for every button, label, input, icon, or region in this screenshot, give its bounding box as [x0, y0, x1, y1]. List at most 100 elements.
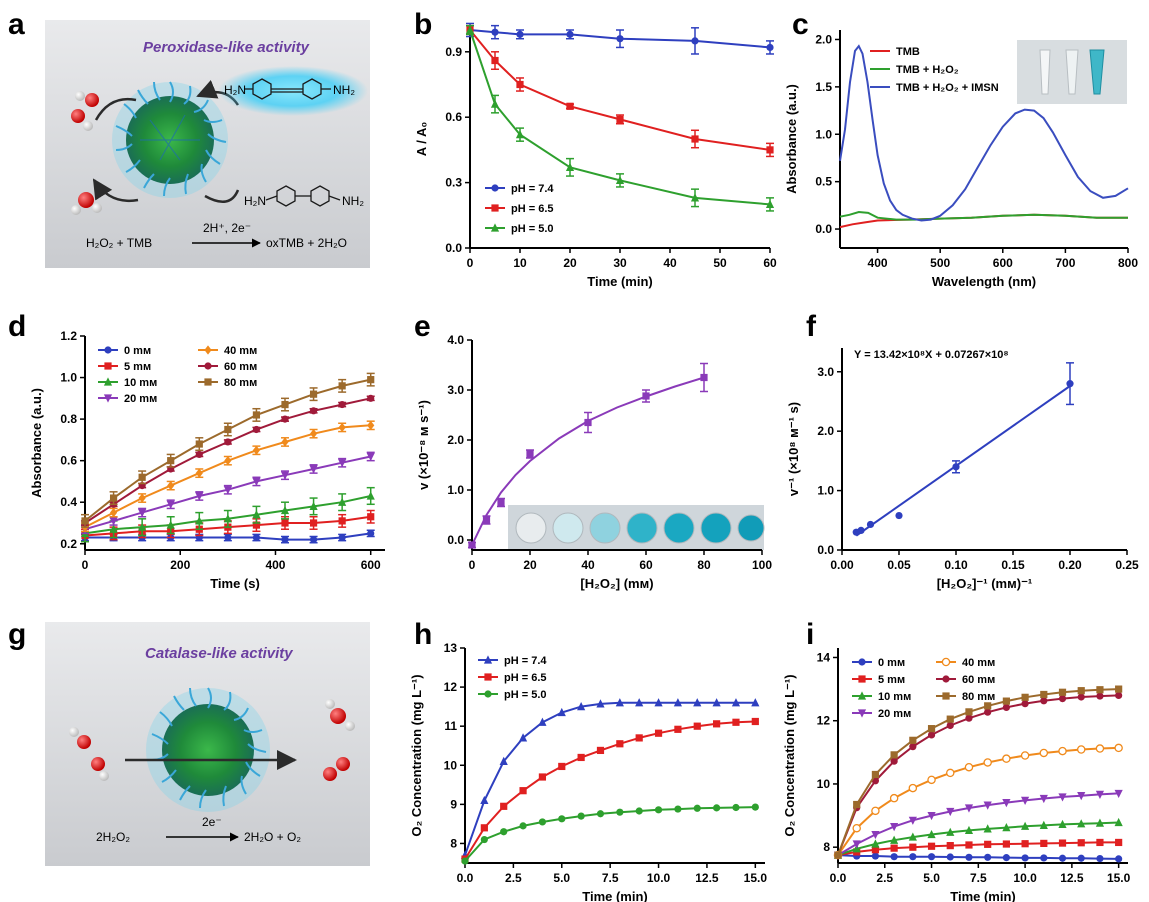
x-tick-label: 200	[170, 558, 190, 572]
legend-marker	[491, 204, 499, 212]
data-point	[1058, 688, 1067, 696]
data-point	[538, 717, 547, 726]
data-point	[577, 812, 585, 820]
y-tick-label: 1.0	[815, 127, 832, 141]
x-tick-label: 60	[639, 558, 653, 572]
data-point	[367, 420, 375, 430]
legend-label: 10 mм	[878, 691, 911, 703]
data-point	[984, 853, 992, 861]
panel-label-b: b	[414, 8, 432, 41]
data-point	[166, 500, 175, 509]
data-point	[871, 830, 880, 840]
x-tick-label: 0.15	[1001, 558, 1025, 572]
data-point	[195, 492, 204, 501]
y-tick-label: 0.4	[60, 495, 77, 509]
data-point	[700, 373, 708, 382]
data-point	[852, 840, 861, 849]
data-point	[909, 743, 917, 751]
data-point	[309, 501, 318, 510]
legend-label: 60 mм	[962, 674, 995, 686]
data-point	[281, 415, 289, 423]
x-tick-label: 0.00	[830, 558, 854, 572]
x-tick-label: 0	[82, 558, 89, 572]
series-80-m-	[834, 685, 1123, 859]
data-point	[1077, 854, 1085, 862]
data-point	[965, 708, 973, 716]
y-tick-label: 1.2	[60, 329, 77, 343]
data-point	[713, 720, 721, 728]
data-point	[766, 146, 774, 154]
data-point	[890, 844, 898, 852]
series-80-m-	[81, 372, 375, 528]
series-line	[837, 688, 1119, 856]
data-point	[964, 804, 974, 813]
series-ph-7-4	[466, 22, 774, 55]
reaction-right-a: oxTMB + 2H₂O	[266, 236, 347, 250]
x-tick-label: 80	[697, 558, 711, 572]
data-point	[223, 514, 232, 523]
x-axis-label: Time (s)	[210, 576, 260, 591]
legend-marker	[204, 345, 212, 355]
data-point	[1095, 790, 1105, 799]
data-point	[480, 835, 488, 844]
x-tick-label: 0.0	[830, 871, 847, 885]
data-point	[1002, 697, 1010, 705]
data-point	[673, 698, 683, 707]
data-point	[857, 526, 865, 534]
h2o2-molecule-icon	[71, 91, 99, 131]
arrow-out-bottom	[92, 178, 139, 203]
reaction-arrow-label-g: 2e⁻	[202, 815, 222, 829]
x-tick-label: 400	[868, 256, 888, 270]
data-point	[223, 486, 232, 495]
arrow-in-bottom	[204, 189, 240, 203]
data-point	[281, 437, 289, 447]
data-point	[281, 400, 289, 409]
y-tick-label: 14	[817, 650, 831, 664]
reaction-left-g: 2H₂O₂	[96, 830, 130, 844]
data-point	[927, 853, 936, 861]
nanoparticle-a	[112, 81, 228, 198]
data-point	[1095, 818, 1105, 827]
data-point	[927, 731, 936, 739]
data-point	[366, 452, 375, 462]
y-tick-label: 0.6	[445, 110, 462, 124]
data-point	[654, 729, 663, 737]
tmb-left-amine: H₂N	[244, 194, 266, 208]
data-point	[195, 516, 204, 525]
y-tick-label: 3.0	[447, 383, 464, 397]
o2-molecule-icon	[323, 757, 350, 781]
h2o-molecule-icon	[71, 192, 102, 215]
x-tick-label: 10	[513, 256, 527, 270]
data-point	[1021, 700, 1029, 708]
data-point	[309, 407, 318, 415]
data-point	[1020, 751, 1030, 760]
data-point	[1002, 799, 1011, 808]
legend-marker	[858, 658, 866, 666]
data-point	[1115, 685, 1123, 693]
chart-b: 0 10 20 30 40 50 60 0.0 0.3 0.6 0.9 Time (min) A / A…	[414, 22, 777, 289]
legend: pH = 7.4 pH = 6.5 pH = 5.0	[485, 183, 554, 235]
data-point	[1058, 746, 1067, 756]
data-point	[367, 376, 375, 384]
data-point	[252, 425, 261, 434]
x-axis-label: [H₂O₂] (mм)	[580, 576, 653, 591]
y-tick-label: 2.0	[817, 424, 834, 438]
data-point	[338, 533, 346, 542]
data-point	[338, 517, 346, 525]
data-point	[732, 803, 740, 812]
data-point	[616, 35, 624, 43]
data-point	[890, 835, 899, 844]
data-point	[616, 740, 624, 748]
data-point	[1096, 692, 1104, 700]
data-point	[866, 520, 875, 529]
data-point	[557, 707, 566, 717]
data-point	[890, 757, 898, 765]
data-point	[338, 400, 346, 409]
data-point	[500, 828, 508, 836]
h2o-molecule-icon-g	[325, 699, 355, 731]
legend-label: 80 mм	[962, 691, 995, 703]
data-point	[499, 756, 508, 765]
series-60-m-	[81, 394, 375, 527]
panel-label-e: e	[414, 310, 431, 343]
data-point	[765, 199, 775, 208]
